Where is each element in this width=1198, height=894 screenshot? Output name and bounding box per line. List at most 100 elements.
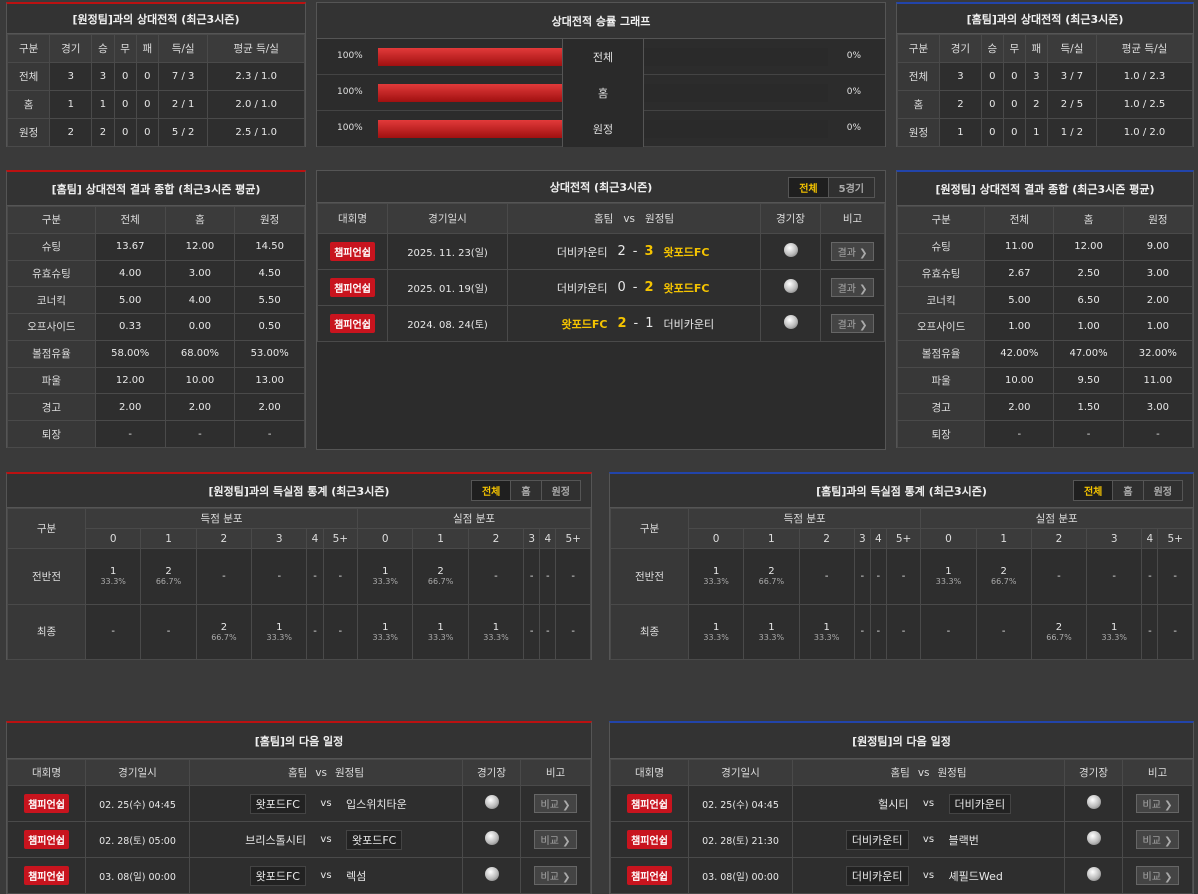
compare-button[interactable]: 비교 ❯ xyxy=(533,794,578,813)
tab-all[interactable]: 전체 xyxy=(789,178,828,197)
tab-5games[interactable]: 5경기 xyxy=(827,178,874,197)
col-home: 홈팀 xyxy=(593,213,614,225)
table-cell: - xyxy=(523,603,541,660)
stadium-icon[interactable] xyxy=(783,243,798,257)
result-button[interactable]: 결과 ❯ xyxy=(830,314,875,333)
table-cell: 2.67 xyxy=(984,259,1055,288)
col-group: 구분 xyxy=(7,508,86,549)
bucket-header: 1 xyxy=(140,528,197,549)
compare-button[interactable]: 비교 ❯ xyxy=(1135,866,1180,885)
stadium-icon[interactable] xyxy=(1086,867,1101,881)
table-cell: - xyxy=(1157,603,1193,660)
note-cell: 비교 ❯ xyxy=(520,821,591,858)
home-team-name[interactable]: 헐시티 xyxy=(878,797,909,811)
home-team-name[interactable]: 왓포드FC xyxy=(249,865,306,886)
compare-button[interactable]: 비교 ❯ xyxy=(533,830,578,849)
table-cell: 2 66.7% xyxy=(140,548,197,605)
table-row: 전반전 1 33.3% 2 66.7% - - - -1 33.3% 2 66.7% - - - - xyxy=(610,548,1193,605)
table-cell: 1 xyxy=(49,90,93,119)
home-team-name[interactable]: 더비카운티 xyxy=(845,865,909,886)
tab-away[interactable]: 원정 xyxy=(1142,481,1182,500)
table-cell: 0 xyxy=(135,62,159,91)
stadium-icon[interactable] xyxy=(1086,795,1101,809)
league-badge[interactable]: 챔피언쉽 xyxy=(24,866,69,885)
away-team-name[interactable]: 입스위치타운 xyxy=(346,797,407,811)
panel-title: [원정팀]과의 득실점 통계 (최근3시즌) 전체 홈 원정 xyxy=(7,474,591,508)
tab-all[interactable]: 전체 xyxy=(471,481,511,500)
percent: 33.3% xyxy=(935,577,962,587)
league-badge[interactable]: 챔피언쉽 xyxy=(24,830,69,849)
bucket-header: 5+ xyxy=(555,528,591,549)
stadium-icon[interactable] xyxy=(783,279,798,293)
group-header-row: 구분 득점 분포 실점 분포 xyxy=(610,508,1193,549)
table-cell: 53.00% xyxy=(234,339,305,368)
stadium-icon[interactable] xyxy=(484,795,499,809)
league-badge[interactable]: 챔피언쉽 xyxy=(330,314,375,333)
league-badge[interactable]: 챔피언쉽 xyxy=(330,242,375,261)
league-badge[interactable]: 챔피언쉽 xyxy=(627,794,672,813)
table-cell: 0 xyxy=(980,118,1004,147)
table-cell: 2.00 xyxy=(1122,286,1194,315)
league-badge[interactable]: 챔피언쉽 xyxy=(627,866,672,885)
table-cell: 2 66.7% xyxy=(743,548,800,605)
vs-cell: vs xyxy=(908,857,949,894)
tab-all[interactable]: 전체 xyxy=(1073,481,1113,500)
count: - xyxy=(313,626,317,638)
count: 2 xyxy=(768,566,775,578)
note-cell: 비교 ❯ xyxy=(1122,785,1193,822)
home-team-name[interactable]: 왓포드FC xyxy=(249,793,306,814)
stadium-icon[interactable] xyxy=(484,867,499,881)
compare-button[interactable]: 비교 ❯ xyxy=(1135,794,1180,813)
table-cell: 2.0 / 1.0 xyxy=(207,90,305,119)
col-date: 경기일시 xyxy=(688,759,793,786)
away-team-name[interactable]: 더비카운티 xyxy=(948,793,1012,814)
table-cell: - xyxy=(523,548,541,605)
home-score: 2 xyxy=(617,244,626,259)
stadium-icon[interactable] xyxy=(1086,831,1101,845)
result-button[interactable]: 결과 ❯ xyxy=(830,242,875,261)
home-team-name[interactable]: 브리스톨시티 xyxy=(245,833,306,847)
tab-home[interactable]: 홈 xyxy=(1112,481,1143,500)
col-note: 비고 xyxy=(1122,759,1193,786)
compare-button[interactable]: 비교 ❯ xyxy=(533,866,578,885)
home-team: 브리스톨시티 xyxy=(189,821,306,858)
percent: 33.3% xyxy=(427,632,454,642)
column-header: 원정 xyxy=(234,206,305,234)
recent-tabs: 전체 5경기 xyxy=(788,177,875,198)
league-cell: 챔피언쉽 xyxy=(610,821,689,858)
away-team-name[interactable]: 왓포드FC xyxy=(346,829,403,850)
table-cell: - xyxy=(984,420,1055,448)
row-label: 코너킥 xyxy=(896,286,986,315)
table-cell: 1 33.3% xyxy=(798,603,855,660)
percent: 33.3% xyxy=(703,577,729,587)
column-header: 평균 득/실 xyxy=(207,34,305,63)
bucket-header: 2 xyxy=(1030,528,1088,549)
vs-cell: vs xyxy=(306,857,346,894)
table-cell: 0 xyxy=(135,118,159,147)
result-button[interactable]: 결과 ❯ xyxy=(830,278,875,297)
home-team-name[interactable]: 더비카운티 xyxy=(845,829,909,850)
league-badge[interactable]: 챔피언쉽 xyxy=(330,278,375,297)
home-team: 왓포드FC xyxy=(189,857,306,894)
table-cell: 1 33.3% xyxy=(743,603,800,660)
bucket-header: 2 xyxy=(195,528,253,549)
date-cell: 2024. 08. 24(토) xyxy=(387,305,508,342)
away-team-name[interactable]: 셰필드Wed xyxy=(948,869,1003,883)
tab-away[interactable]: 원정 xyxy=(540,481,580,500)
stadium-icon[interactable] xyxy=(484,831,499,845)
league-cell: 챔피언쉽 xyxy=(610,785,689,822)
stadium-icon[interactable] xyxy=(783,315,798,329)
compare-button[interactable]: 비교 ❯ xyxy=(1135,830,1180,849)
league-badge[interactable]: 챔피언쉽 xyxy=(627,830,672,849)
away-team: 렉섬 xyxy=(346,857,463,894)
count: - xyxy=(824,570,829,582)
table-cell: - xyxy=(885,603,922,660)
count: 2 xyxy=(220,621,228,633)
tab-home[interactable]: 홈 xyxy=(510,481,541,500)
table-cell: 5.50 xyxy=(234,286,305,315)
away-team-name[interactable]: 렉섬 xyxy=(346,869,367,883)
table-cell: - xyxy=(234,420,305,448)
league-badge[interactable]: 챔피언쉽 xyxy=(24,794,69,813)
table-cell: 1.0 / 2.0 xyxy=(1096,118,1193,147)
away-team-name[interactable]: 블랙번 xyxy=(948,833,979,847)
